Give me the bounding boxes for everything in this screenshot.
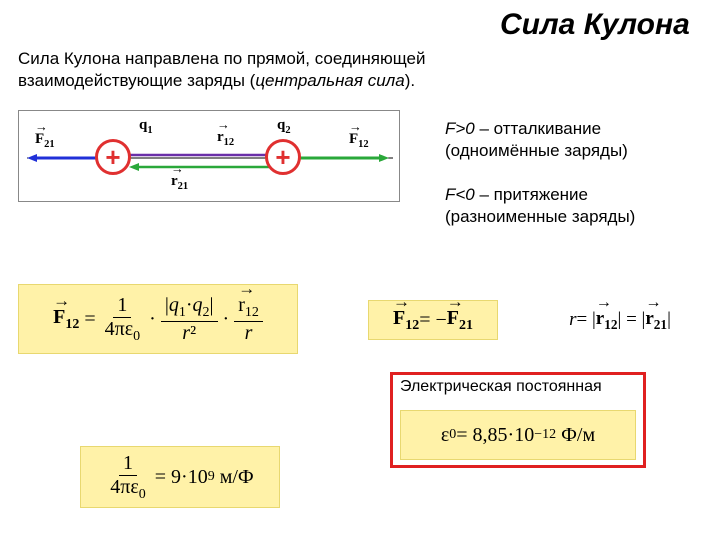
plus-icon: + <box>105 142 120 173</box>
label-q2: q2 <box>277 117 291 136</box>
k-formula: 14πε0 = 9·109 м/Ф <box>80 446 280 508</box>
title-text: Сила Кулона <box>500 8 690 41</box>
page-title: Сила Кулона <box>500 8 690 42</box>
label-r21: r21 <box>171 173 188 192</box>
label-r12: r12 <box>217 129 234 148</box>
attract-paren: (разноименные заряды) <box>445 207 635 226</box>
attract-cond: F<0 <box>445 185 475 204</box>
f12-arrow <box>299 154 389 162</box>
label-f12: F12 <box>349 131 369 150</box>
intro-term: центральная сила <box>255 71 404 90</box>
const-label-text: Электрическая постоянная <box>400 378 602 395</box>
plus-icon: + <box>275 142 290 173</box>
label-q1: q1 <box>139 117 153 136</box>
label-f21: F21 <box>35 131 55 150</box>
constant-label: Электрическая постоянная <box>400 378 602 396</box>
intro-l2c: ). <box>405 71 415 90</box>
attract-txt: – притяжение <box>475 185 588 204</box>
note-repel: F>0 – отталкивание (одноимённые заряды) <box>445 118 628 162</box>
newton3-formula: F12 = −F21 <box>368 300 498 340</box>
intro-l2a: взаимодействующие заряды ( <box>18 71 255 90</box>
note-attract: F<0 – притяжение (разноименные заряды) <box>445 184 635 228</box>
charge-diagram: + + F21 q1 r12 q2 F12 r21 <box>18 110 400 202</box>
repel-txt: – отталкивание <box>475 119 601 138</box>
intro-text: Сила Кулона направлена по прямой, соедин… <box>18 48 425 92</box>
rmag-formula: r = |r12| = |r21| <box>540 300 700 340</box>
intro-l1: Сила Кулона направлена по прямой, соедин… <box>18 49 425 68</box>
charge-q1: + <box>95 139 131 175</box>
eps0-formula: ε0 = 8,85·10−12 Ф/м <box>400 410 636 460</box>
charge-q2: + <box>265 139 301 175</box>
r12-arrow <box>129 151 279 159</box>
main-formula: F12 = 14πε0 · |q1·q2|r² · r12r <box>18 284 298 354</box>
r21-arrow <box>129 163 279 171</box>
repel-paren: (одноимённые заряды) <box>445 141 628 160</box>
repel-cond: F>0 <box>445 119 475 138</box>
